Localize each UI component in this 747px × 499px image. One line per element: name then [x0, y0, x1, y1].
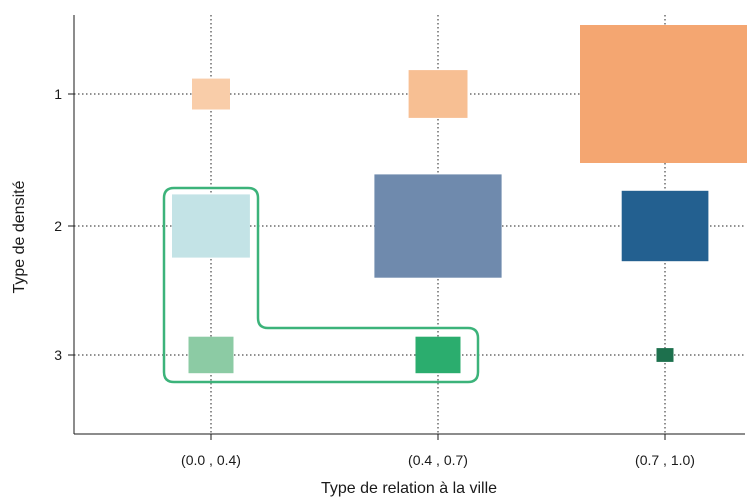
mark-0-4-0-7-y3 — [415, 336, 461, 374]
mark-0-4-0-7-y2 — [374, 174, 502, 278]
x-tick-label: (0.0 , 0.4) — [181, 452, 241, 468]
mark-0-0-0-4-y2 — [172, 194, 250, 258]
y-tick-label: 1 — [54, 86, 62, 102]
mark-0-7-1-0-y3 — [656, 348, 674, 362]
mark-0-0-0-4-y3 — [188, 336, 234, 374]
x-axis-title: Type de relation à la ville — [321, 480, 497, 497]
y-axis-title: Type de densité — [11, 180, 28, 293]
y-tick-labels: 1 2 3 — [54, 86, 62, 363]
mark-0-7-1-0-y2 — [621, 190, 709, 262]
axes-layer — [68, 15, 745, 440]
x-tick-label: (0.4 , 0.7) — [408, 452, 468, 468]
marks-layer — [172, 25, 747, 374]
highlight-outline — [162, 186, 480, 384]
x-tick-label: (0.7 , 1.0) — [635, 452, 695, 468]
mark-0-4-0-7-y1 — [408, 70, 468, 118]
y-tick-label: 3 — [54, 347, 62, 363]
x-tick-labels: (0.0 , 0.4) (0.4 , 0.7) (0.7 , 1.0) — [181, 452, 695, 468]
mark-0-0-0-4-y1 — [192, 78, 230, 110]
mark-0-7-1-0-y1 — [580, 25, 747, 163]
y-tick-label: 2 — [54, 218, 62, 234]
